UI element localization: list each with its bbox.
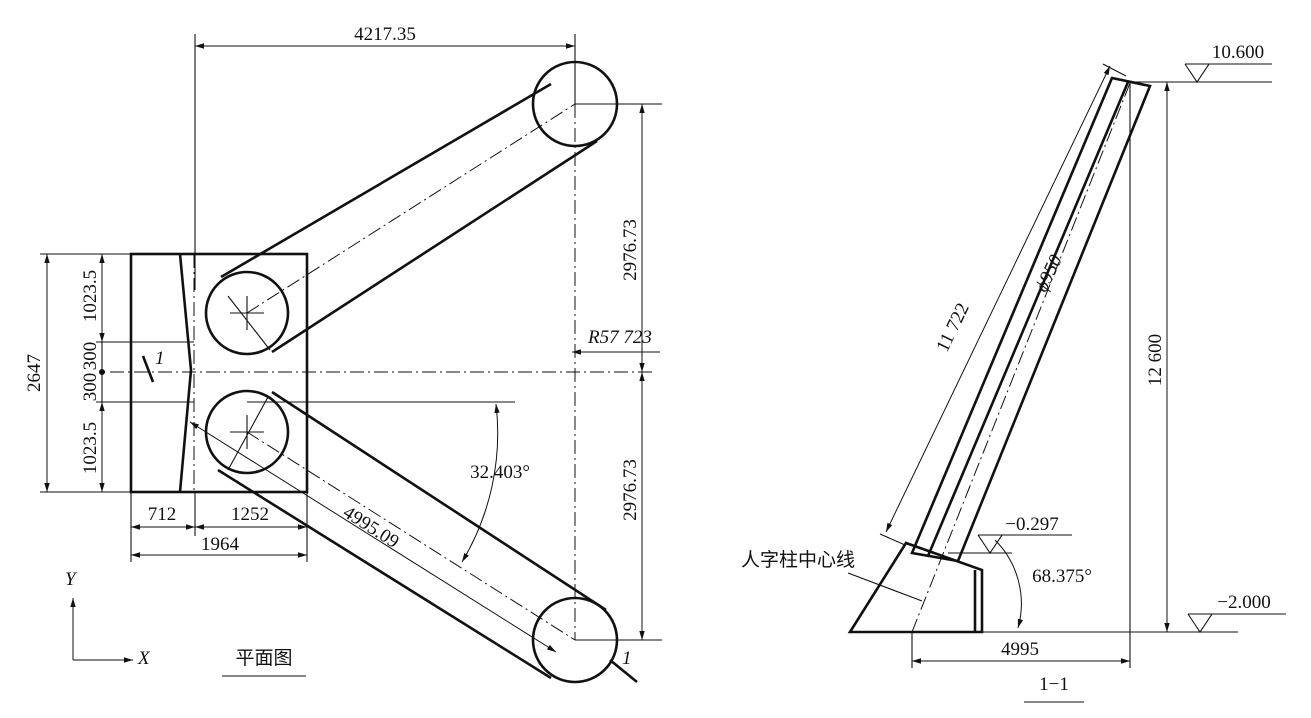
- axis-x-label: X: [137, 648, 151, 669]
- plan-upper-arm: [204, 60, 619, 356]
- elevation-top: 10.600: [1160, 42, 1272, 83]
- dim-diagonal: 4995.09: [339, 502, 402, 553]
- dim-left-upper: 1023.5: [80, 270, 101, 322]
- dim-angle: 32.403°: [470, 462, 530, 483]
- dim-top-width: 4217.35: [354, 24, 416, 45]
- svg-text:−0.297: −0.297: [1005, 514, 1058, 535]
- dim-bottom-a: 712: [148, 504, 177, 525]
- elevation-bottom: −2.000: [1187, 592, 1286, 633]
- section-view: 11 722 ϕ950 12 600 10.600 −2.000 −0.297: [741, 42, 1286, 703]
- dim-right-lower: 2976.73: [620, 459, 641, 521]
- svg-text:10.600: 10.600: [1212, 42, 1264, 63]
- dim-left-mid-upper: 300: [80, 342, 101, 371]
- dim-left-lower: 1023.5: [80, 422, 101, 474]
- dim-section-angle: 68.375°: [1032, 566, 1092, 587]
- plan-view-title: 平面图: [235, 648, 292, 669]
- dim-bottom-b: 1252: [231, 504, 269, 525]
- axis-y-label: Y: [65, 569, 78, 590]
- plan-base-inner-line: [178, 253, 193, 493]
- section-centerline: [911, 82, 1131, 633]
- plan-view: 4217.35 2976.73 2976.73 R57 723 2647 102…: [24, 24, 662, 684]
- dim-bottom-total: 1964: [201, 534, 240, 555]
- dim-right-upper: 2976.73: [620, 219, 641, 281]
- dim-left-mid-lower: 300: [80, 373, 101, 402]
- dim-left-total: 2647: [24, 354, 45, 392]
- dim-height: 12 600: [1145, 334, 1166, 386]
- dim-base: 4995: [1001, 639, 1039, 660]
- section-mark-left: 1: [155, 348, 165, 369]
- section-footing: [847, 541, 984, 634]
- dim-length: 11 722: [932, 300, 973, 356]
- dim-radius: R57 723: [587, 327, 652, 348]
- svg-text:−2.000: −2.000: [1217, 592, 1270, 613]
- elevation-mid: −0.297: [948, 514, 1072, 554]
- plan-lower-arm: [204, 389, 619, 684]
- section-mark-right: 1: [622, 648, 632, 669]
- centerline-annotation: 人字柱中心线: [741, 549, 855, 571]
- section-view-title: 1−1: [1039, 674, 1069, 695]
